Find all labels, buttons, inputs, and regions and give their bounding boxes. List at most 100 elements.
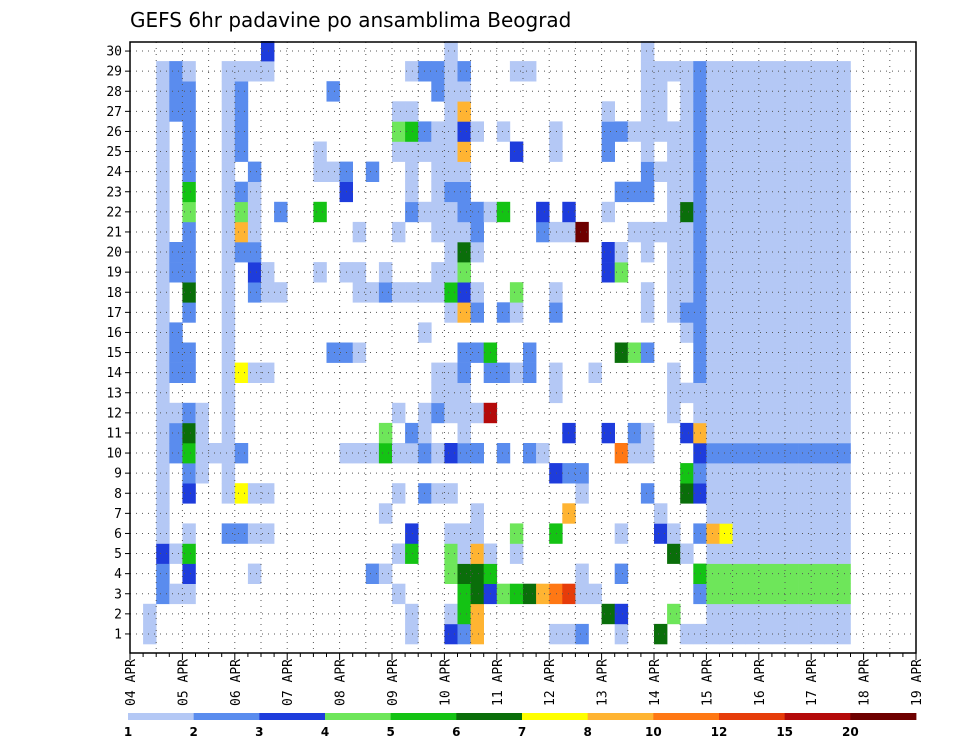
- precip-cell: [732, 543, 746, 564]
- precip-cell: [824, 443, 838, 464]
- precip-cell: [549, 221, 563, 243]
- y-tick-label: 13: [106, 386, 122, 401]
- precip-cell: [732, 342, 746, 363]
- precip-cell: [470, 221, 484, 243]
- precip-cell: [457, 623, 471, 645]
- precip-cell: [182, 422, 196, 444]
- precip-cell: [221, 141, 236, 162]
- precip-cell: [378, 282, 393, 303]
- precip-cell: [247, 262, 262, 283]
- precip-cell: [798, 201, 812, 223]
- x-tick-label: 06 APR: [229, 659, 244, 706]
- precip-cell: [824, 422, 838, 444]
- precip-cell: [680, 463, 694, 484]
- y-tick-label: 27: [106, 105, 122, 120]
- precip-cell: [169, 101, 183, 122]
- precip-cell: [261, 362, 275, 383]
- precip-cell: [798, 262, 812, 283]
- precip-cell: [798, 161, 812, 182]
- precip-cell: [732, 422, 746, 444]
- precip-cell: [798, 382, 812, 404]
- precip-cell: [156, 61, 170, 82]
- precip-cell: [509, 61, 524, 82]
- precip-cell: [470, 523, 484, 544]
- precip-cell: [667, 181, 681, 203]
- precip-cell: [745, 623, 760, 645]
- y-tick-label: 25: [106, 145, 122, 160]
- y-tick-label: 10: [106, 447, 122, 462]
- precip-cell: [549, 282, 563, 303]
- precip-cell: [758, 443, 773, 464]
- precip-cell: [457, 242, 471, 263]
- precip-cell: [182, 141, 196, 162]
- precip-cell: [588, 583, 602, 605]
- precip-cell: [824, 362, 838, 383]
- precip-cell: [811, 382, 825, 404]
- y-tick-label: 4: [114, 567, 122, 582]
- precip-cell: [758, 262, 773, 283]
- precip-cell: [169, 422, 183, 444]
- precip-cell: [824, 81, 838, 102]
- precip-cell: [509, 543, 524, 564]
- precip-cell: [536, 201, 550, 223]
- precip-cell: [667, 402, 681, 424]
- precip-cell: [549, 463, 563, 484]
- precip-cell: [785, 282, 799, 303]
- precip-cell: [457, 603, 471, 625]
- precip-cell: [614, 603, 629, 625]
- precip-cell: [798, 362, 812, 383]
- precip-cell: [798, 322, 812, 343]
- precip-cell: [785, 302, 799, 323]
- precip-cell: [798, 422, 812, 444]
- precip-cell: [182, 443, 196, 464]
- precip-cell: [549, 583, 563, 605]
- precip-cell: [785, 402, 799, 424]
- precip-cell: [758, 342, 773, 363]
- precip-cell: [221, 262, 236, 283]
- precip-cell: [745, 382, 760, 404]
- precip-cell: [156, 523, 170, 544]
- precip-cell: [405, 623, 419, 645]
- precip-cell: [509, 141, 524, 162]
- precip-cell: [798, 483, 812, 504]
- precip-cell: [431, 121, 445, 142]
- precip-cell: [601, 101, 615, 122]
- y-tick-label: 28: [106, 85, 122, 100]
- precip-cell: [392, 282, 406, 303]
- precip-cell: [457, 101, 471, 122]
- y-tick-label: 15: [106, 346, 122, 361]
- precip-cell: [156, 141, 170, 162]
- precip-cell: [667, 221, 681, 243]
- precip-cell: [706, 201, 720, 223]
- precip-cell: [405, 422, 419, 444]
- precip-cell: [680, 141, 694, 162]
- precip-cell: [732, 61, 746, 82]
- precip-cell: [431, 443, 445, 464]
- precip-cell: [156, 443, 170, 464]
- precip-cell: [640, 61, 655, 82]
- precip-cell: [234, 181, 249, 203]
- precip-cell: [457, 543, 471, 564]
- precip-cell: [234, 201, 249, 223]
- precip-cell: [706, 61, 720, 82]
- precip-cell: [614, 623, 629, 645]
- precip-cell: [365, 282, 380, 303]
- precip-cell: [811, 583, 825, 605]
- legend-swatch: [587, 713, 654, 720]
- precip-cell: [156, 543, 170, 564]
- precip-cell: [444, 623, 458, 645]
- precip-cell: [392, 483, 406, 504]
- precip-cell: [758, 141, 773, 162]
- precip-cell: [457, 342, 471, 363]
- precip-cell: [758, 282, 773, 303]
- precip-cell: [745, 402, 760, 424]
- precip-cell: [745, 543, 760, 564]
- precip-cell: [758, 422, 773, 444]
- precip-cell: [811, 362, 825, 383]
- precip-cell: [221, 483, 236, 504]
- precip-cell: [706, 282, 720, 303]
- precip-cell: [811, 322, 825, 343]
- precip-cell: [811, 161, 825, 182]
- precip-cell: [785, 201, 799, 223]
- precip-cell: [758, 101, 773, 122]
